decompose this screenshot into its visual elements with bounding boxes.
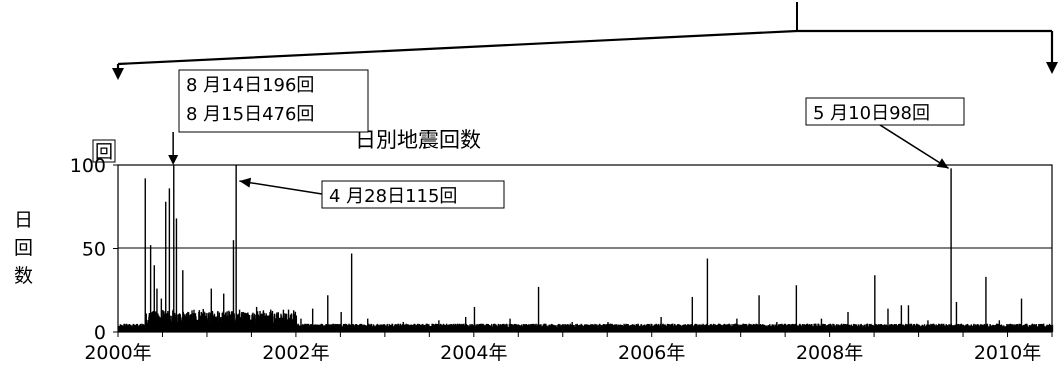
bar — [187, 311, 189, 332]
y-axis-label: 日回数 — [14, 209, 33, 287]
bar — [1020, 298, 1023, 332]
bar — [950, 168, 952, 332]
bar — [156, 288, 158, 332]
bar — [758, 295, 760, 332]
bar — [240, 317, 242, 332]
x-tick-label: 2006年 — [618, 342, 685, 364]
bar — [887, 308, 889, 332]
bar — [144, 315, 147, 332]
annotation-text: 8 月15日476回 — [186, 104, 314, 125]
annotation-arrowhead — [239, 177, 252, 188]
bar — [311, 308, 314, 332]
bar — [163, 311, 165, 332]
bar — [438, 320, 440, 332]
bar — [208, 312, 210, 332]
bar — [173, 165, 175, 332]
chart-title: 日別地震回数 — [355, 128, 481, 152]
bar — [153, 265, 155, 332]
bar — [985, 276, 987, 332]
x-tick-label: 2004年 — [440, 342, 507, 364]
bar — [539, 324, 541, 332]
annotation-arrow — [879, 124, 949, 169]
bar — [795, 285, 798, 332]
bar — [175, 218, 178, 332]
annotation-arrow — [239, 180, 323, 195]
x-tick-label: 2010年 — [974, 342, 1041, 364]
bar — [431, 323, 434, 332]
bar — [683, 324, 685, 332]
bar — [874, 275, 876, 332]
annotation-arrowhead — [936, 158, 949, 169]
bar — [248, 315, 251, 332]
bar — [540, 324, 542, 332]
bar — [910, 323, 913, 332]
bar — [302, 324, 304, 332]
bar — [269, 311, 271, 332]
y-unit-label: 回 — [95, 142, 113, 163]
annotations: 8 月14日196回 8 月15日476回 4 月28日115回 5 月10日98回 — [168, 69, 965, 209]
y-tick-label: 0 — [94, 322, 106, 344]
bar — [900, 305, 903, 332]
y-tick-label: 100 — [70, 155, 106, 177]
x-tick-label: 2008年 — [796, 342, 863, 364]
x-tick-label: 2002年 — [262, 342, 329, 364]
bars-group — [118, 165, 1054, 332]
bar — [650, 323, 652, 332]
bar — [633, 324, 636, 332]
bar — [537, 286, 540, 332]
x-tick-label: 2000年 — [84, 342, 151, 364]
bar — [253, 318, 256, 332]
bar — [255, 306, 258, 332]
bar — [473, 306, 476, 332]
bar — [932, 323, 934, 332]
bar — [327, 295, 329, 332]
bar — [160, 298, 163, 332]
bar — [155, 311, 157, 332]
bar — [144, 178, 146, 332]
annotation-arrowhead — [168, 155, 179, 165]
bar — [202, 308, 204, 332]
bar — [1033, 324, 1036, 332]
bar — [165, 201, 167, 332]
bar — [210, 288, 212, 332]
annotation-text: 4 月28日115回 — [329, 186, 457, 207]
bar — [1051, 324, 1054, 332]
x-axis-ticks: 2000年 2002年 2004年 2006年 2008年 2010年 — [84, 332, 1053, 364]
bar — [168, 188, 171, 332]
bar — [223, 293, 225, 332]
bar — [660, 316, 662, 332]
bar — [350, 253, 353, 332]
bar — [295, 315, 298, 332]
bar — [149, 245, 152, 332]
bar — [907, 305, 910, 332]
bar — [706, 258, 709, 332]
bar — [300, 318, 302, 332]
annotation-box — [805, 97, 965, 126]
range-right-arrow — [1046, 62, 1058, 74]
bar — [340, 311, 342, 332]
annotation-box — [178, 69, 369, 133]
bar — [203, 311, 205, 332]
bar — [349, 324, 351, 332]
bar — [776, 321, 778, 332]
y-tick-label: 50 — [82, 239, 106, 261]
bar — [168, 315, 171, 332]
bar — [691, 296, 694, 332]
y-axis-ticks: 0 50 100 — [70, 155, 118, 344]
bar — [235, 165, 237, 332]
bar — [182, 270, 184, 332]
bar — [232, 240, 235, 332]
bar — [955, 301, 958, 332]
annotation-text: 8 月14日196回 — [186, 75, 314, 96]
annotation-box — [321, 180, 505, 209]
bar — [847, 311, 849, 332]
range-line — [117, 29, 1052, 66]
y-unit-label-box — [92, 139, 116, 163]
range-left-arrow — [112, 68, 124, 80]
range-marker — [112, 2, 1058, 80]
annotation-text: 5 月10日98回 — [813, 103, 930, 124]
bar — [190, 314, 192, 332]
